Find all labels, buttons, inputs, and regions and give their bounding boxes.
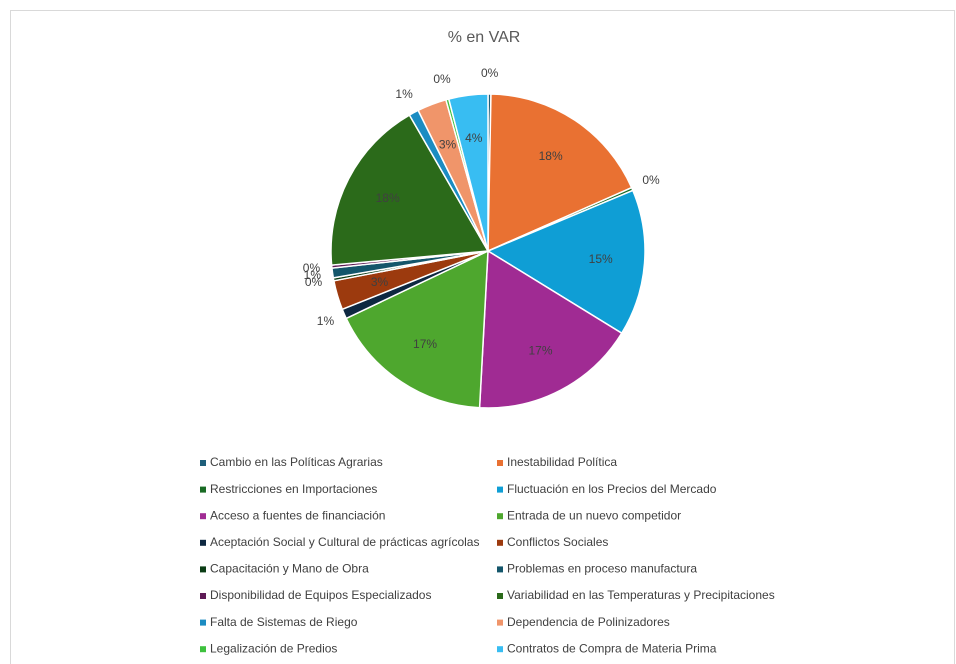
data-label: 1% (317, 314, 335, 328)
legend-marker (200, 486, 206, 493)
data-label: 0% (305, 275, 323, 289)
legend-label: Restricciones en Importaciones (210, 482, 377, 496)
legend-marker (497, 539, 503, 546)
pie-slice (330, 114, 490, 266)
legend-marker (200, 619, 206, 626)
legend-marker (497, 593, 503, 599)
data-label: 17% (528, 343, 552, 357)
legend-label: Cambio en las Políticas Agrarias (210, 455, 383, 469)
legend-label: Capacitación y Mano de Obra (210, 562, 369, 576)
legend-marker (497, 486, 503, 493)
data-label: 0% (642, 173, 660, 187)
legend-marker (200, 513, 206, 520)
data-label: 0% (303, 261, 321, 275)
data-label: 1% (304, 268, 322, 282)
legend-label: Disponibilidad de Equipos Especializados (210, 588, 431, 602)
pie-slice (478, 249, 623, 409)
legend-label: Inestabilidad Política (507, 455, 617, 469)
legend-label: Falta de Sistemas de Riego (210, 615, 358, 629)
pie-slice (486, 189, 646, 335)
data-label: 0% (481, 66, 499, 80)
data-label: 4% (465, 131, 483, 145)
data-label: 18% (539, 149, 563, 163)
pie-slice (447, 93, 489, 252)
data-label: 17% (413, 337, 437, 351)
data-label: 0% (433, 72, 451, 86)
data-label: 18% (376, 191, 400, 205)
legend-marker (200, 646, 206, 653)
legend-marker (497, 619, 503, 626)
legend-label: Acceso a fuentes de financiación (210, 508, 385, 522)
legend-marker (200, 539, 206, 546)
legend-label: Problemas en proceso manufactura (507, 562, 697, 576)
legend-label: Dependencia de Polinizadores (507, 615, 670, 629)
legend-marker (200, 460, 206, 466)
legend-label: Legalización de Predios (210, 641, 337, 655)
chart-title: % en VAR (448, 29, 521, 46)
legend-marker (497, 513, 503, 520)
pie-slice (487, 93, 633, 253)
data-label: 3% (439, 138, 457, 152)
legend-label: Contratos de Compra de Materia Prima (507, 641, 717, 655)
legend-label: Conflictos Sociales (507, 535, 608, 549)
legend-marker (497, 646, 503, 653)
legend-label: Aceptación Social y Cultural de práctica… (210, 535, 479, 549)
legend-label: Fluctuación en los Precios del Mercado (507, 482, 717, 496)
legend-label: Entrada de un nuevo competidor (507, 508, 681, 522)
data-label: 3% (371, 275, 389, 289)
legend-marker (497, 566, 503, 573)
legend-marker (497, 460, 503, 466)
data-label: 1% (395, 87, 413, 101)
legend-label: Variabilidad en las Temperaturas y Preci… (507, 588, 775, 602)
data-label: 15% (589, 252, 613, 266)
legend-marker (200, 566, 206, 573)
pie-slice (345, 249, 489, 409)
legend-marker (200, 593, 206, 599)
